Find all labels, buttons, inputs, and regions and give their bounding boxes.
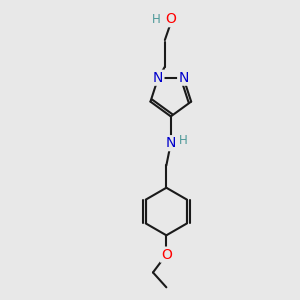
Text: N: N: [153, 71, 164, 85]
Text: H: H: [179, 134, 188, 147]
Text: N: N: [166, 136, 176, 150]
Text: N: N: [178, 71, 189, 85]
Text: H: H: [152, 13, 161, 26]
Text: O: O: [161, 248, 172, 262]
Text: O: O: [165, 12, 176, 26]
